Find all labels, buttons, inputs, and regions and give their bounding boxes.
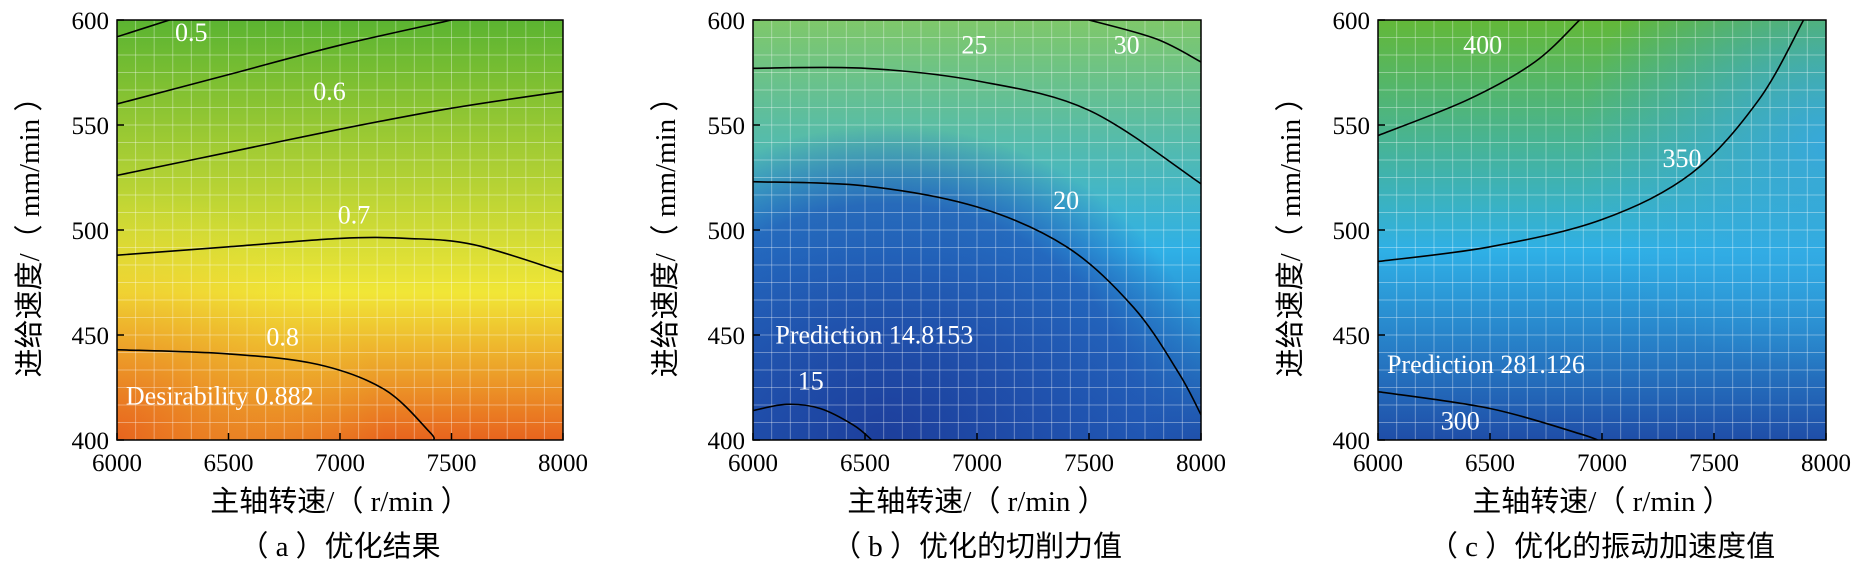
x-axis-label: 主轴转速/（ r/min ）	[210, 485, 469, 518]
panel-c: 300 350 400 Prediction 281.126 6000 6500 7000 7…	[1274, 8, 1851, 563]
x-tick-label: 6500	[204, 450, 254, 477]
x-tick-label: 6000	[728, 450, 778, 477]
contour-line-400	[1378, 20, 1581, 137]
panel-caption: （ c ）优化的振动加速度值	[1429, 530, 1775, 563]
prediction-annotation: Prediction 281.126	[1387, 350, 1585, 379]
contour-line-30	[1088, 20, 1201, 63]
contour-group	[1378, 20, 1805, 440]
y-tick-label: 600	[708, 8, 746, 35]
surface-shading	[1378, 20, 1826, 440]
contour-line-0.5	[117, 20, 173, 38]
y-tick-label: 600	[72, 8, 110, 35]
y-tick-label: 500	[1333, 218, 1371, 245]
panel-caption: （ a ）优化结果	[239, 530, 440, 563]
panel-caption: （ b ）优化的切削力值	[832, 530, 1122, 563]
y-tick-label: 500	[72, 218, 110, 245]
x-axis-label: 主轴转速/（ r/min ）	[847, 485, 1106, 518]
x-tick-label: 7000	[952, 450, 1002, 477]
y-tick-label: 400	[72, 428, 110, 455]
contour-label: 300	[1441, 407, 1480, 436]
contour-line-0.6	[117, 20, 455, 105]
x-tick-label: 7500	[1064, 450, 1114, 477]
x-tick-label: 7000	[315, 450, 365, 477]
y-tick-label: 450	[1333, 323, 1371, 350]
y-tick-label: 550	[1333, 113, 1371, 140]
contour-label: 350	[1662, 144, 1701, 173]
y-tick-label: 450	[72, 323, 110, 350]
x-tick-label: 6000	[1353, 450, 1403, 477]
y-tick-label: 500	[708, 218, 746, 245]
y-tick-label: 550	[72, 113, 110, 140]
x-tick-label: 6000	[92, 450, 142, 477]
x-tick-label: 6500	[1465, 450, 1515, 477]
y-tick-label: 600	[1333, 8, 1371, 35]
x-axis-label: 主轴转速/（ r/min ）	[1472, 485, 1731, 518]
contour-group	[117, 20, 563, 440]
y-axis-label: 进给速度/（ mm/min ）	[13, 83, 46, 378]
contour-label: 0.5	[175, 18, 208, 47]
x-tick-label: 6500	[840, 450, 890, 477]
contour-line-15	[753, 403, 873, 440]
contour-label: 0.7	[338, 201, 371, 230]
x-tick-label: 7000	[1577, 450, 1627, 477]
panel-a: 0.5 0.6 0.7 0.8 Desirability 0.882 6000 6500 70…	[13, 8, 588, 563]
contour-line-350	[1378, 20, 1805, 263]
x-tick-label: 8000	[1801, 450, 1851, 477]
contour-label: 25	[961, 31, 987, 60]
contour-group	[753, 20, 1201, 440]
contour-line-300	[1378, 390, 1600, 440]
y-tick-label: 400	[1333, 428, 1371, 455]
y-tick-label: 450	[708, 323, 746, 350]
contour-label: 0.8	[266, 323, 299, 352]
x-tick-label: 7500	[427, 450, 477, 477]
x-tick-label: 8000	[538, 450, 588, 477]
y-axis-label: 进给速度/（ mm/min ）	[1274, 83, 1307, 378]
surface-shading	[753, 20, 1201, 440]
contour-label: 400	[1463, 31, 1502, 60]
contour-label: 0.6	[313, 77, 346, 106]
contour-label: 30	[1114, 31, 1140, 60]
panel-b: 15 20 25 30 Prediction 14.8153 6000 6500 7000 75…	[649, 8, 1226, 563]
prediction-annotation: Desirability 0.882	[126, 381, 314, 410]
y-axis-label: 进给速度/（ mm/min ）	[649, 83, 682, 378]
y-tick-label: 550	[708, 113, 746, 140]
contour-line-0.7	[117, 236, 563, 273]
prediction-annotation: Prediction 14.8153	[775, 320, 973, 349]
x-tick-label: 7500	[1689, 450, 1739, 477]
x-tick-label: 8000	[1176, 450, 1226, 477]
contour-label: 20	[1053, 186, 1079, 215]
y-tick-label: 400	[708, 428, 746, 455]
contour-label: 15	[798, 367, 824, 396]
contour-line-0.8	[117, 348, 435, 440]
contour-line-25	[753, 66, 1201, 185]
contour-line-0.6	[117, 90, 563, 177]
contour-line-20	[753, 180, 1201, 416]
